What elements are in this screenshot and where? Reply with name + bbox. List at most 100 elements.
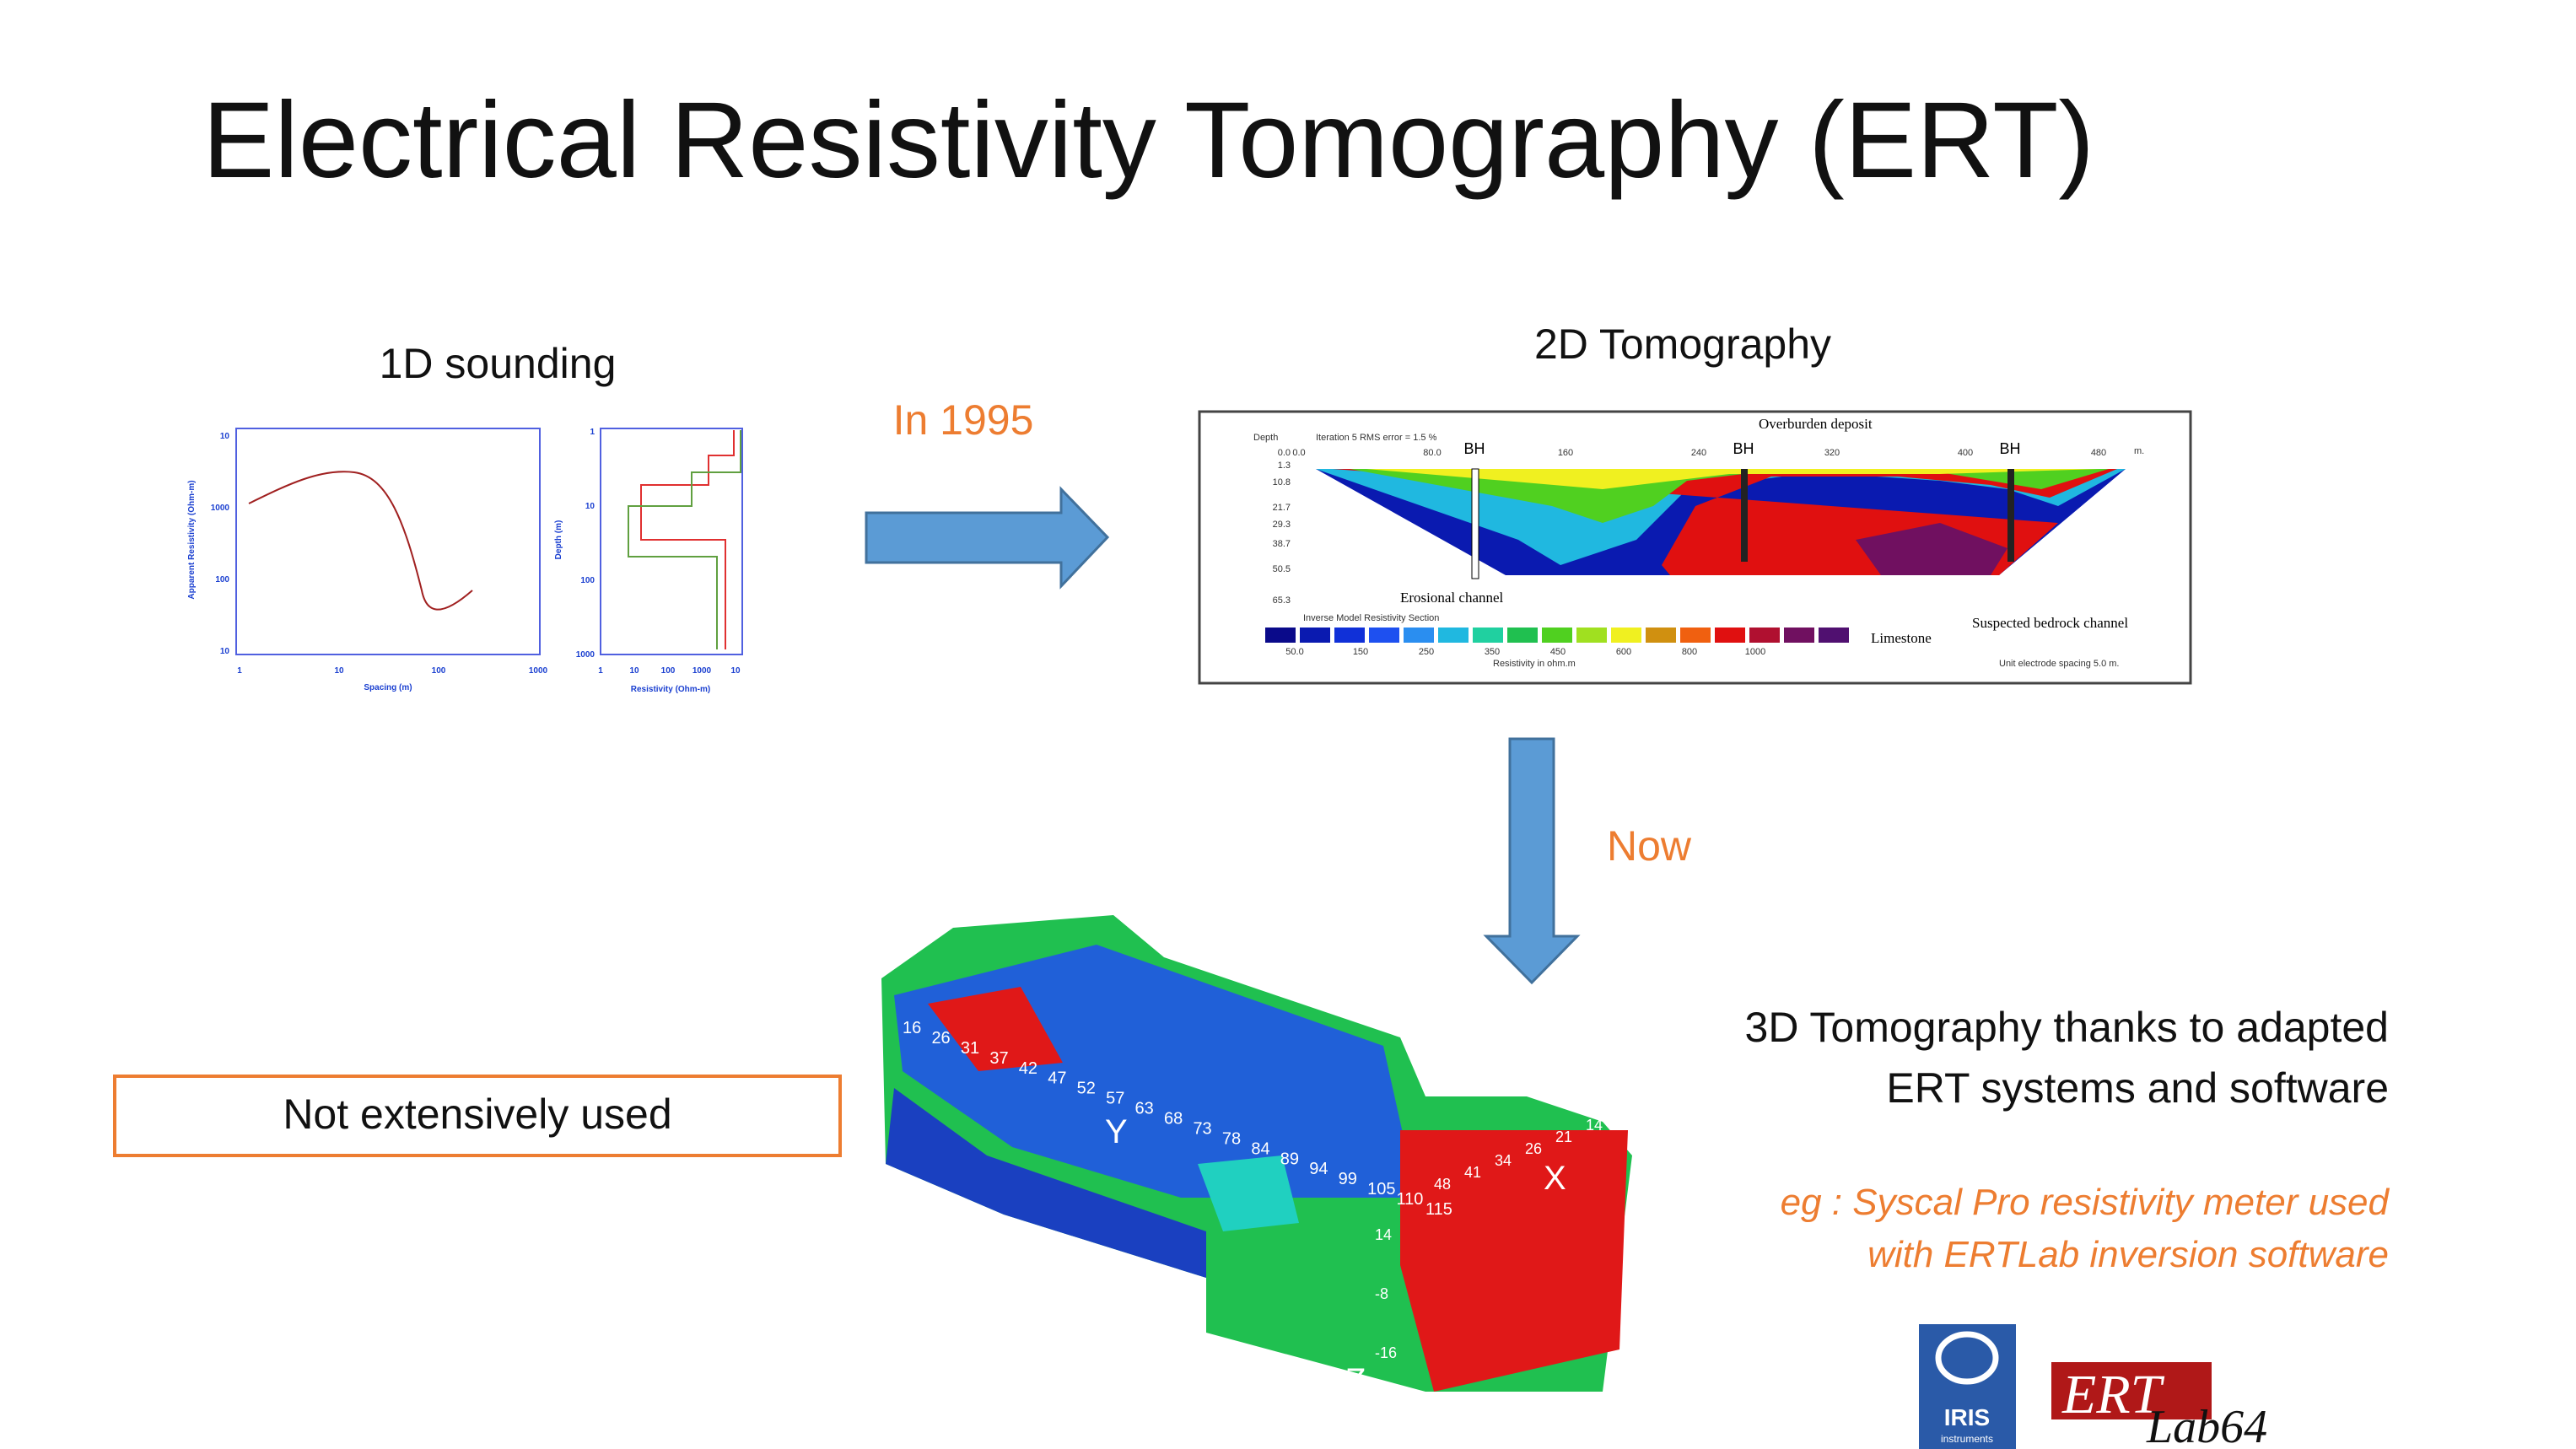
label: Erosional channel <box>1400 590 1504 606</box>
scale-label: 350 <box>1485 647 1500 657</box>
logo-shape <box>1935 1331 1999 1385</box>
side-face <box>1400 1130 1628 1392</box>
tick-label: 100 <box>432 666 446 676</box>
description-line: 3D Tomography thanks to adapted <box>1745 1004 2389 1051</box>
tick-label: 320 <box>1824 448 1840 458</box>
label: Resistivity in ohm.m <box>1493 659 1576 669</box>
tick-label: 37 <box>989 1049 1008 1068</box>
layer <box>1366 469 2100 489</box>
tick-label: -16 <box>1375 1344 1397 1361</box>
tick-label: 1 <box>598 666 603 676</box>
label: m. <box>2134 446 2144 456</box>
tick-label: 10 <box>334 666 344 676</box>
scale-swatch <box>1438 628 1469 643</box>
tick-label: 10 <box>220 432 230 441</box>
tick-label: 78 <box>1222 1129 1241 1148</box>
axis-label: Resistivity (Ohm-m) <box>631 685 710 694</box>
scale-label: 50.0 <box>1285 647 1303 657</box>
tick-label: 73 <box>1193 1119 1211 1138</box>
label: Depth <box>1253 433 1278 443</box>
scale-swatch <box>1369 628 1399 643</box>
example-line: with ERTLab inversion software <box>1867 1234 2389 1275</box>
scale-swatch <box>1473 628 1503 643</box>
tick-label: 52 <box>1077 1080 1096 1098</box>
tick-label: 99 <box>1339 1170 1357 1188</box>
scale-swatch <box>1300 628 1330 643</box>
slide-title: Electrical Resistivity Tomography (ERT) <box>202 80 2094 201</box>
scale-swatch <box>1542 628 1572 643</box>
tick-label: 16 <box>903 1019 921 1037</box>
label: Inverse Model Resistivity Section <box>1303 613 1439 623</box>
scale-label: 150 <box>1353 647 1368 657</box>
scale-label: 1000 <box>1745 647 1765 657</box>
tick-label: 21.7 <box>1273 503 1291 513</box>
scale-label: 450 <box>1550 647 1566 657</box>
axis-name: Y <box>1105 1113 1128 1150</box>
axis-label: Depth (m) <box>554 520 563 560</box>
axis-label: Apparent Resistivity (Ohm-m) <box>187 480 197 599</box>
note-box <box>113 1075 842 1157</box>
tick-label: 89 <box>1280 1150 1299 1168</box>
label: BH <box>1999 440 2020 457</box>
description-line: ERT systems and software <box>1886 1064 2389 1112</box>
logo-text: IRIS <box>1944 1404 1990 1430</box>
borehole <box>2007 469 2014 562</box>
label: Suspected bedrock channel <box>1972 615 2128 631</box>
scale-swatch <box>1715 628 1745 643</box>
tick-label: 105 <box>1367 1180 1395 1199</box>
tick-label: 65.3 <box>1273 595 1291 606</box>
scale-label: 800 <box>1682 647 1697 657</box>
borehole <box>1471 468 1479 579</box>
tick-label: 34 <box>1495 1152 1512 1169</box>
tick-label: 26 <box>1525 1140 1542 1157</box>
tick-label: 110 <box>1397 1190 1424 1209</box>
label: Unit electrode spacing 5.0 m. <box>1999 659 2119 669</box>
scale-swatch <box>1576 628 1607 643</box>
axis-name: X <box>1544 1160 1566 1197</box>
curve <box>248 471 473 611</box>
tick-label: 41 <box>1464 1164 1481 1181</box>
tick-label: 1000 <box>576 650 595 660</box>
plot-frame <box>235 428 541 655</box>
scale-swatch <box>1749 628 1780 643</box>
sounding-plots: Apparent Resistivity (Ohm-m) Spacing (m)… <box>187 428 743 694</box>
example-line: eg : Syscal Pro resistivity meter used <box>1781 1182 2390 1223</box>
scale-swatch <box>1646 628 1676 643</box>
logo-text: ERT <box>2061 1364 2165 1425</box>
tick-label: 10 <box>730 666 741 676</box>
scale-swatch <box>1680 628 1711 643</box>
tick-label: 63 <box>1135 1100 1154 1118</box>
tick-label: 57 <box>1106 1090 1124 1108</box>
tick-label: 160 <box>1558 448 1573 458</box>
label: BH <box>1733 440 1754 457</box>
scale-label: 250 <box>1419 647 1434 657</box>
scale-swatch <box>1611 628 1641 643</box>
tick-label: 480 <box>2091 448 2106 458</box>
label: Limestone <box>1871 630 1932 646</box>
label: Overburden deposit <box>1759 416 1873 432</box>
logo-iris <box>1919 1324 2016 1449</box>
tick-label: 1.3 <box>1278 461 1291 471</box>
scale-swatch <box>1507 628 1538 643</box>
tick-label: 26 <box>931 1029 950 1048</box>
arrow-label: In 1995 <box>893 396 1034 444</box>
tick-label: 1000 <box>529 666 548 676</box>
heading-1d: 1D sounding <box>380 340 617 387</box>
tick-label: 14 <box>1586 1117 1603 1134</box>
tick-label: 31 <box>961 1039 979 1058</box>
arrow-label: Now <box>1607 822 1692 870</box>
tick-label: 14 <box>1375 1226 1392 1243</box>
scale-swatch <box>1334 628 1365 643</box>
tick-label: 0.0 <box>1278 448 1291 458</box>
tick-label: 240 <box>1691 448 1706 458</box>
section: Depth Iteration 5 RMS error = 1.5 % Over… <box>1253 416 2144 669</box>
axis-name: Z <box>1345 1362 1366 1399</box>
tick-label: 38.7 <box>1273 539 1291 549</box>
tick-label: 1 <box>590 428 595 437</box>
tick-label: 80.0 <box>1423 448 1441 458</box>
scale-swatch <box>1404 628 1434 643</box>
tick-label: 29.3 <box>1273 520 1291 530</box>
logo-text: Lab64 <box>2146 1401 2267 1449</box>
